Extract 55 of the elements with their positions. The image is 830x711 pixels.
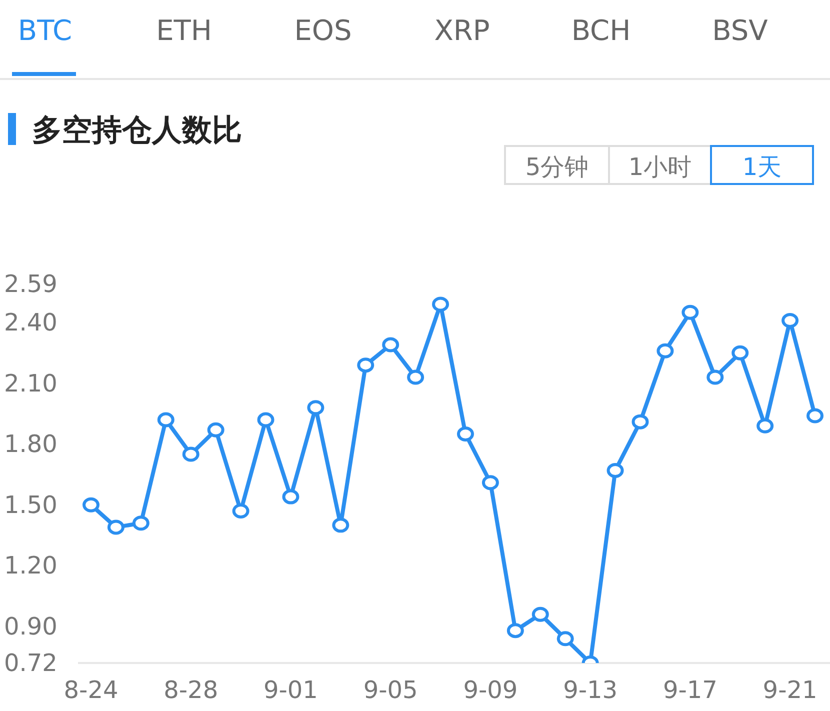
point [506,623,524,638]
point [257,412,274,428]
x-tick-label: 9-21 [762,676,818,704]
point [207,422,224,438]
point [682,304,699,320]
x-tick-label: 8-24 [64,676,118,704]
x-tick-label: 9-17 [662,676,718,704]
text: ETH [155,14,213,47]
text: BCH [570,14,632,47]
point [432,296,450,312]
y-tick-label: 1.20 [4,552,58,580]
point [357,358,374,373]
point [806,408,824,424]
point [632,414,649,430]
point [706,370,724,385]
point [456,426,474,442]
x-tick-label: 9-05 [363,676,418,704]
point [482,475,499,490]
y-tick-label: 2.59 [4,270,58,298]
point [132,516,150,531]
x-tick-label: 9-09 [463,676,518,704]
point [182,446,200,462]
point [407,370,424,385]
point [82,497,100,512]
y-tick-label: 0.90 [4,612,58,641]
point [556,631,574,646]
x-tick-label: 9-01 [263,676,318,704]
point [307,400,324,416]
y-tick-label: 1.80 [4,430,58,458]
point [756,418,774,434]
point [732,345,749,360]
point [656,343,674,358]
point [232,503,250,518]
text: 1天 [710,145,814,185]
point [532,606,549,622]
x-tick-label: 9-13 [563,676,618,704]
point [332,518,350,533]
y-tick-label: 2.10 [4,369,58,398]
y-tick-label: 1.50 [4,490,58,519]
text: XRP [433,14,491,47]
y-tick-label: 2.40 [4,308,58,337]
point [157,412,174,428]
point [606,462,624,478]
y-tick-label: 0.72 [4,649,58,677]
text: BTC [16,14,74,47]
point [382,337,400,352]
text: EOS [293,14,353,47]
text: BSV [711,14,769,47]
text: 1小时 [608,145,712,185]
x-tick-label: 8-28 [164,676,218,704]
point [107,520,124,535]
point [782,312,799,328]
chart-title: 多空持仓人数比 [32,112,242,150]
point [282,489,300,504]
text: 5分钟 [504,145,610,185]
